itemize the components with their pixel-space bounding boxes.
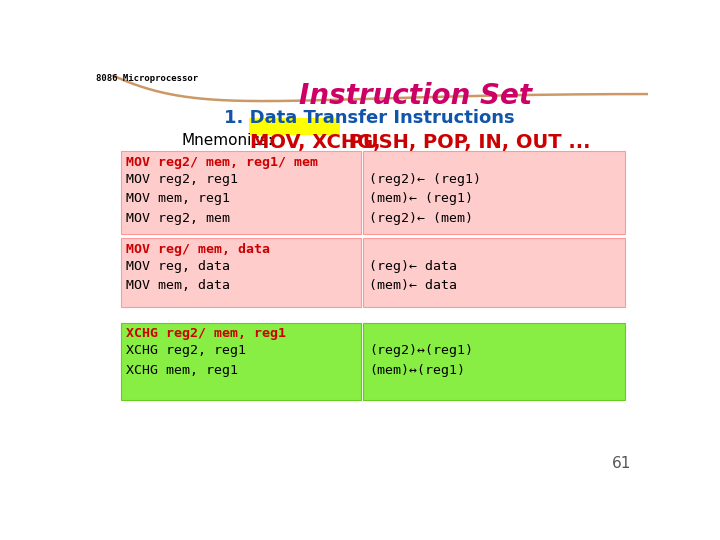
Text: 61: 61 xyxy=(611,456,631,471)
Text: MOV, XCHG,: MOV, XCHG, xyxy=(251,132,381,152)
Text: 1. Data Transfer Instructions: 1. Data Transfer Instructions xyxy=(224,110,514,127)
Bar xyxy=(249,118,341,135)
Text: MOV reg/ mem, data: MOV reg/ mem, data xyxy=(127,242,271,255)
Bar xyxy=(121,151,361,234)
Text: PUSH, POP, IN, OUT ...: PUSH, POP, IN, OUT ... xyxy=(342,132,590,152)
Text: (reg)← data
(mem)← data: (reg)← data (mem)← data xyxy=(369,260,457,292)
Text: Instruction Set: Instruction Set xyxy=(299,82,532,110)
Text: XCHG reg2, reg1
XCHG mem, reg1: XCHG reg2, reg1 XCHG mem, reg1 xyxy=(127,345,246,377)
Bar xyxy=(121,323,361,400)
Bar xyxy=(363,323,625,400)
Text: MOV reg2/ mem, reg1/ mem: MOV reg2/ mem, reg1/ mem xyxy=(127,156,318,168)
Text: Mnemonics:: Mnemonics: xyxy=(181,132,274,147)
Bar xyxy=(363,151,625,234)
Text: 8086 Microprocessor: 8086 Microprocessor xyxy=(96,74,198,83)
Text: XCHG reg2/ mem, reg1: XCHG reg2/ mem, reg1 xyxy=(127,327,287,340)
Text: MOV reg, data
MOV mem, data: MOV reg, data MOV mem, data xyxy=(127,260,230,292)
Text: MOV reg2, reg1
MOV mem, reg1
MOV reg2, mem: MOV reg2, reg1 MOV mem, reg1 MOV reg2, m… xyxy=(127,173,238,225)
Bar xyxy=(121,238,361,307)
Bar xyxy=(363,238,625,307)
Text: (reg2)↔(reg1)
(mem)↔(reg1): (reg2)↔(reg1) (mem)↔(reg1) xyxy=(369,345,473,377)
Text: (reg2)← (reg1)
(mem)← (reg1)
(reg2)← (mem): (reg2)← (reg1) (mem)← (reg1) (reg2)← (me… xyxy=(369,173,481,225)
